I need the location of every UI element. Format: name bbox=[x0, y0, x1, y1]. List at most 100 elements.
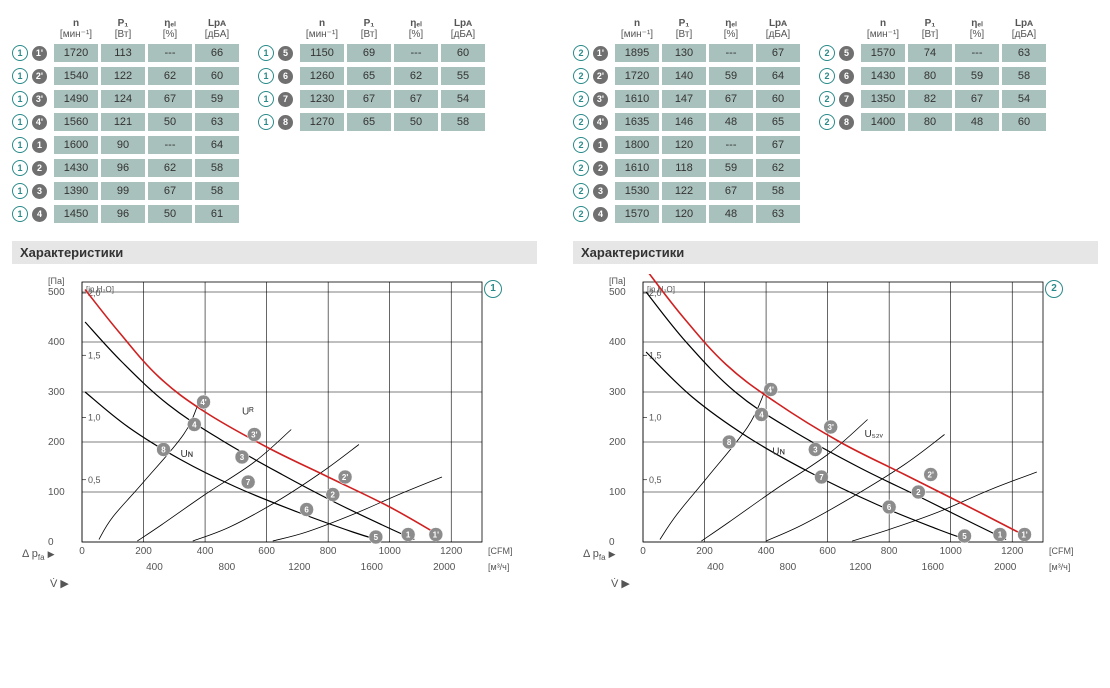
svg-text:[CFM]: [CFM] bbox=[1049, 546, 1074, 556]
cell-P1: 147 bbox=[662, 90, 706, 108]
cell-Lpa: 60 bbox=[441, 44, 485, 62]
table-header-row: n[мин⁻¹]P₁[Вт]ηₑₗ[%]Lpᴀ[дБА] bbox=[573, 12, 803, 40]
svg-text:2': 2' bbox=[342, 473, 348, 482]
cell-eta: --- bbox=[955, 44, 999, 62]
svg-text:U₅₂ᵥ: U₅₂ᵥ bbox=[865, 429, 884, 440]
svg-text:3': 3' bbox=[251, 431, 257, 440]
svg-text:0: 0 bbox=[79, 546, 85, 557]
cell-P1: 122 bbox=[662, 182, 706, 200]
col-header-n: n[мин⁻¹] bbox=[54, 18, 98, 40]
svg-text:800: 800 bbox=[881, 546, 898, 557]
svg-text:5: 5 bbox=[374, 533, 379, 542]
cell-eta: 50 bbox=[394, 113, 438, 131]
svg-text:200: 200 bbox=[135, 546, 152, 557]
svg-text:1600: 1600 bbox=[922, 562, 945, 573]
cell-Lpa: 67 bbox=[756, 136, 800, 154]
cell-eta: 59 bbox=[709, 67, 753, 85]
cell-Lpa: 60 bbox=[1002, 113, 1046, 131]
cell-n: 1400 bbox=[861, 113, 905, 131]
svg-text:400: 400 bbox=[146, 562, 163, 573]
svg-text:[м³/ч]: [м³/ч] bbox=[1049, 562, 1070, 572]
cell-n: 1895 bbox=[615, 44, 659, 62]
svg-text:0: 0 bbox=[48, 537, 54, 548]
table-row: 13'14901246759 bbox=[12, 89, 242, 109]
cell-n: 1490 bbox=[54, 90, 98, 108]
group-badge: 2 bbox=[819, 45, 835, 61]
point-badge: 1' bbox=[593, 46, 608, 61]
cell-P1: 113 bbox=[101, 44, 145, 62]
cell-P1: 69 bbox=[347, 44, 391, 62]
cell-n: 1230 bbox=[300, 90, 344, 108]
cell-n: 1390 bbox=[54, 182, 98, 200]
cell-Lpa: 54 bbox=[441, 90, 485, 108]
group-badge: 1 bbox=[12, 206, 28, 222]
cell-n: 1530 bbox=[615, 182, 659, 200]
table-row: 14'15601215063 bbox=[12, 112, 242, 132]
cell-n: 1610 bbox=[615, 90, 659, 108]
svg-text:400: 400 bbox=[48, 337, 65, 348]
svg-text:400: 400 bbox=[758, 546, 775, 557]
column-1: n[мин⁻¹]P₁[Вт]ηₑₗ[%]Lpᴀ[дБА]11'1720113--… bbox=[12, 12, 537, 594]
cell-P1: 120 bbox=[662, 205, 706, 223]
cell-P1: 146 bbox=[662, 113, 706, 131]
cell-P1: 124 bbox=[101, 90, 145, 108]
cell-eta: 67 bbox=[394, 90, 438, 108]
group-badge: 1 bbox=[12, 137, 28, 153]
table-row: 21'1895130---67 bbox=[573, 43, 803, 63]
axis-label-x-2: V̇ ▶ bbox=[611, 577, 630, 590]
group-badge: 1 bbox=[12, 114, 28, 130]
group-badge: 1 bbox=[258, 91, 274, 107]
table-header-row: n[мин⁻¹]P₁[Вт]ηₑₗ[%]Lpᴀ[дБА] bbox=[819, 12, 1049, 40]
cell-P1: 80 bbox=[908, 113, 952, 131]
cell-P1: 130 bbox=[662, 44, 706, 62]
cell-eta: 48 bbox=[955, 113, 999, 131]
group-badge: 2 bbox=[573, 114, 589, 130]
column-2: n[мин⁻¹]P₁[Вт]ηₑₗ[%]Lpᴀ[дБА] 2 1' 1895130 --… bbox=[573, 12, 1098, 594]
svg-text:3: 3 bbox=[813, 446, 818, 455]
table-row: 271350826754 bbox=[819, 89, 1049, 109]
cell-P1: 120 bbox=[662, 136, 706, 154]
cell-eta: --- bbox=[709, 136, 753, 154]
cell-Lpa: 58 bbox=[195, 182, 239, 200]
table-row: 11160090---64 bbox=[12, 135, 242, 155]
group-badge: 2 bbox=[573, 45, 589, 61]
table-row: 211800120---67 bbox=[573, 135, 803, 155]
svg-text:1,0: 1,0 bbox=[88, 413, 101, 423]
group-badge: 2 bbox=[573, 206, 589, 222]
cell-eta: 67 bbox=[148, 182, 192, 200]
group-badge: 1 bbox=[12, 91, 28, 107]
cell-n: 1720 bbox=[615, 67, 659, 85]
svg-text:200: 200 bbox=[609, 437, 626, 448]
point-badge: 6 bbox=[278, 69, 293, 84]
group-badge: 2 bbox=[573, 68, 589, 84]
col-header-n: n[мин⁻¹] bbox=[300, 18, 344, 40]
svg-text:300: 300 bbox=[609, 387, 626, 398]
svg-text:2: 2 bbox=[916, 488, 921, 497]
col-header-Lpa: Lpᴀ[дБА] bbox=[1002, 18, 1046, 40]
group-badge: 1 bbox=[258, 68, 274, 84]
table-header-row: n[мин⁻¹]P₁[Вт]ηₑₗ[%]Lpᴀ[дБА] bbox=[12, 12, 242, 40]
group-badge: 1 bbox=[258, 45, 274, 61]
cell-eta: 59 bbox=[709, 159, 753, 177]
svg-text:5: 5 bbox=[962, 532, 967, 541]
cell-P1: 67 bbox=[347, 90, 391, 108]
subtable-1b: n[мин⁻¹]P₁[Вт]ηₑₗ[%]Lpᴀ[дБА]15115069---6… bbox=[258, 12, 488, 227]
point-badge: 8 bbox=[839, 115, 854, 130]
cell-Lpa: 60 bbox=[195, 67, 239, 85]
table-row: 281400804860 bbox=[819, 112, 1049, 132]
svg-text:3': 3' bbox=[828, 423, 834, 432]
point-badge: 4 bbox=[32, 207, 47, 222]
cell-n: 1540 bbox=[54, 67, 98, 85]
svg-text:800: 800 bbox=[320, 546, 337, 557]
cell-eta: 48 bbox=[709, 205, 753, 223]
cell-P1: 99 bbox=[101, 182, 145, 200]
svg-text:4': 4' bbox=[768, 386, 774, 395]
point-badge: 2' bbox=[32, 69, 47, 84]
svg-text:1000: 1000 bbox=[940, 546, 963, 557]
cell-eta: 67 bbox=[148, 90, 192, 108]
two-column-layout: n[мин⁻¹]P₁[Вт]ηₑₗ[%]Lpᴀ[дБА]11'1720113--… bbox=[12, 12, 1098, 594]
svg-text:500: 500 bbox=[48, 287, 65, 298]
cell-P1: 65 bbox=[347, 113, 391, 131]
col-header-Lpa: Lpᴀ[дБА] bbox=[756, 18, 800, 40]
cell-P1: 65 bbox=[347, 67, 391, 85]
